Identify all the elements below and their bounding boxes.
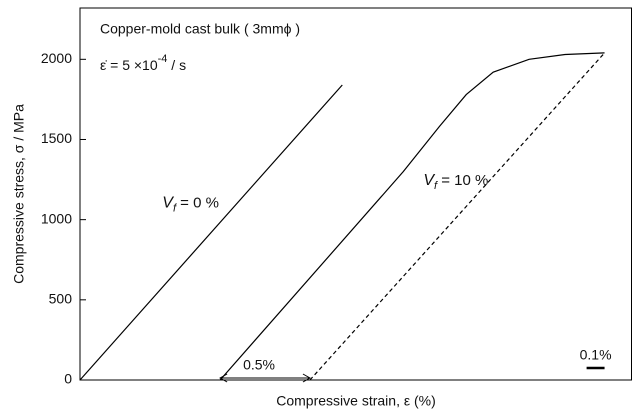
series-label-sub: f [434,180,438,192]
series-label-rest: = 10 % [437,172,488,189]
arrow-head [302,373,311,383]
rate-annotation: ε̇ = 5 ×10-4 / s [100,53,186,73]
y-tick-label: 0 [64,371,72,387]
chart-title: Copper-mold cast bulk ( 3mmϕ ) [100,21,300,37]
arrow-head [219,373,228,383]
y-tick-label: 1500 [41,130,72,146]
series-line [79,84,343,381]
y-tick-label: 500 [49,291,73,307]
y-tick-label: 1000 [41,210,72,226]
series-label-sub: f [173,203,177,215]
rate-unit: / s [167,57,186,73]
plot-frame [79,7,632,381]
series-label-main: V [423,172,435,189]
x-axis-label: Compressive strain, ε (%) [276,393,436,409]
series-line [309,52,605,381]
offset-label: 0.5% [243,357,275,373]
rate-label: ε̇ = 5 ×10 [100,57,158,73]
series-label: Vf = 0 % [162,195,219,215]
y-axis-label: Compressive stress, σ / MPa [11,104,27,284]
series-label: Vf = 10 % [423,172,488,192]
series-line [219,52,605,381]
series-label-rest: = 0 % [176,195,219,212]
scale-bar-label: 0.1% [580,347,612,363]
y-tick-label: 2000 [41,50,72,66]
rate-exponent: -4 [158,53,168,65]
series-label-main: V [162,195,174,212]
